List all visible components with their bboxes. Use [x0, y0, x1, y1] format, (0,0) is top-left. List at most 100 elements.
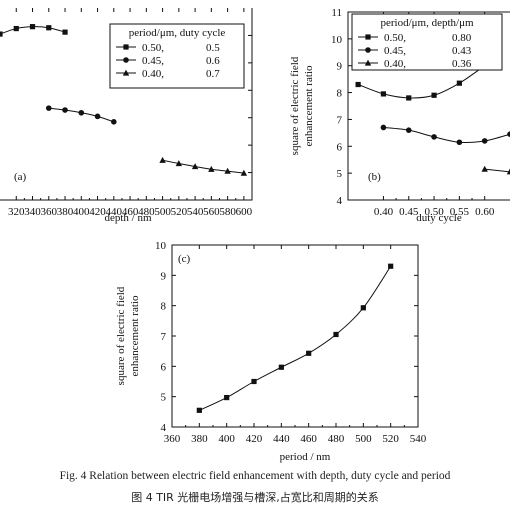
x-tick-label: 400 [218, 433, 235, 445]
data-point [388, 263, 394, 269]
y-tick-label: 4 [337, 195, 343, 207]
data-point [306, 350, 312, 356]
x-tick-label: 480 [328, 433, 345, 445]
y-tick-label: 9 [161, 270, 167, 282]
data-point [431, 92, 437, 98]
data-point [46, 25, 52, 31]
legend-marker [364, 59, 372, 66]
y-tick-label: 11 [331, 7, 342, 19]
x-tick-label: 520 [382, 433, 399, 445]
legend: period/μm, depth/μm 0.50, 0.80 0.45, 0.43 0.4… [351, 13, 503, 71]
x-tick-label: 380 [57, 206, 74, 218]
data-point [380, 124, 387, 131]
x-tick-label: 400 [73, 206, 90, 218]
data-point [278, 364, 284, 370]
legend-series-name: 0.45, [142, 55, 164, 67]
data-point [196, 407, 202, 413]
y-tick-label: 8 [161, 301, 167, 313]
legend-series-name: 0.40, [142, 68, 164, 80]
data-point [456, 80, 462, 86]
data-point [405, 127, 412, 133]
x-tick-label: 340 [24, 206, 41, 218]
y-axis-label: enhancement ratio [303, 65, 315, 146]
data-point [29, 24, 36, 30]
y-tick-label: 6 [161, 361, 167, 373]
x-tick-label: 540 [410, 433, 427, 445]
data-point [224, 394, 230, 401]
legend-series-param: 0.43 [452, 45, 472, 57]
data-point [406, 95, 412, 101]
data-point [333, 331, 339, 338]
series-1 [45, 105, 117, 125]
data-point [355, 81, 361, 88]
chart-1: 0.40 0.45 0.50 0.55 0.60 4 5 6 7 8 9 10 11 duty cycle… [289, 7, 510, 224]
legend-marker [122, 69, 130, 76]
x-axis-label: duty cycle [416, 212, 462, 224]
x-tick-label: 420 [246, 433, 263, 445]
y-axis-label: square of electric field [289, 56, 301, 155]
series-2 [481, 165, 510, 175]
x-tick-label: 0.40 [374, 206, 394, 218]
y-tick-label: 8 [337, 88, 343, 100]
series-2 [159, 156, 248, 176]
legend-series-param: 0.6 [206, 55, 220, 67]
x-tick-label: 560 [203, 206, 220, 218]
data-point [175, 160, 183, 167]
legend-marker [123, 44, 129, 50]
y-tick-label: 7 [161, 331, 167, 343]
plot-frame [0, 8, 253, 201]
legend-series-param: 0.80 [452, 32, 472, 44]
data-point [224, 167, 231, 174]
x-axis-label: depth / nm [104, 212, 151, 224]
chart-0: 320 340 360 380 400 420 440 460 480 500 520 540 560 5… [0, 8, 253, 224]
x-tick-label: 480 [138, 206, 155, 218]
chart-2: 360 380 400 420 440 460 480 500 520 540 4 5 6 7 8 9 10 pe… [115, 240, 427, 463]
data-point [481, 165, 488, 172]
legend-series-param: 0.5 [206, 42, 220, 54]
data-point [506, 168, 510, 175]
data-point [111, 119, 117, 125]
legend-box [351, 13, 503, 71]
data-point [94, 113, 101, 120]
data-point [159, 156, 166, 163]
plot-frame [347, 11, 510, 201]
y-axis-label: enhancement ratio [129, 295, 141, 376]
data-point [0, 31, 3, 37]
series-line [484, 168, 510, 173]
legend-marker [365, 34, 371, 40]
data-point [507, 131, 510, 137]
data-point [380, 91, 387, 97]
y-tick-label: 6 [337, 141, 343, 153]
legend-title: period/μm, depth/μm [380, 17, 474, 29]
data-point [240, 169, 248, 176]
data-point [251, 378, 257, 385]
data-point [62, 29, 68, 35]
x-tick-label: 0.50 [424, 206, 444, 218]
series-line [162, 159, 244, 174]
y-tick-label: 7 [337, 114, 343, 126]
y-axis-label: square of electric field [115, 286, 127, 385]
data-point [62, 107, 68, 113]
legend-marker [123, 57, 129, 63]
panel-label: (b) [368, 171, 381, 183]
x-tick-label: 500 [154, 206, 171, 218]
y-tick-label: 10 [331, 34, 343, 46]
legend-series-param: 0.7 [206, 68, 220, 80]
x-tick-label: 420 [89, 206, 106, 218]
data-point [208, 165, 215, 172]
series-line [199, 265, 392, 411]
x-tick-label: 0.45 [399, 206, 419, 218]
x-tick-label: 440 [273, 433, 290, 445]
x-tick-label: 0.55 [450, 206, 470, 218]
panel-label: (c) [178, 253, 191, 265]
series-0 [196, 263, 394, 413]
data-point [431, 134, 437, 140]
y-tick-label: 4 [161, 422, 167, 434]
x-tick-label: 580 [219, 206, 236, 218]
y-tick-label: 9 [337, 61, 343, 73]
x-tick-label: 600 [236, 206, 253, 218]
plot-frame [171, 244, 419, 428]
x-tick-label: 360 [41, 206, 58, 218]
y-tick-label: 5 [337, 168, 343, 180]
